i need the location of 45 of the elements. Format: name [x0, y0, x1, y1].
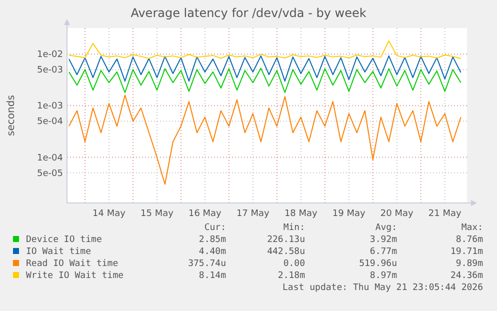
x-tick-label: 21 May	[428, 209, 462, 219]
x-tick-label: 18 May	[284, 209, 318, 219]
legend-label: IO Wait time	[26, 247, 92, 257]
line-series	[68, 40, 462, 60]
chart-title: Average latency for /dev/vda - by week	[130, 6, 366, 20]
y-tick-label: 5e-03	[37, 66, 63, 76]
x-tick-label: 20 May	[380, 209, 414, 219]
text: 375.74u	[188, 259, 226, 269]
y-tick-label: 1e-02	[37, 50, 63, 60]
text: 4.40m	[198, 247, 226, 257]
text: 226.13u	[267, 235, 305, 245]
x-tick-label: 16 May	[188, 209, 222, 219]
line-series	[68, 55, 462, 82]
text: 442.58u	[267, 247, 305, 257]
y-tick-label: 5e-04	[37, 117, 64, 128]
text: 8.76m	[456, 235, 483, 245]
text: 0.00	[283, 259, 305, 269]
text: 6.77m	[370, 247, 397, 257]
text: 24.36m	[450, 271, 483, 281]
text: Avg:	[375, 223, 397, 233]
text: Cur:	[204, 223, 226, 233]
legend-label: Read IO Wait time	[26, 259, 118, 269]
x-tick-label: 19 May	[332, 209, 366, 219]
text: 19.71m	[450, 247, 483, 257]
text: 3.92m	[370, 235, 397, 245]
text: 9.89m	[456, 259, 483, 269]
text: 2.85m	[198, 235, 226, 245]
text: Max:	[461, 223, 483, 233]
legend-label: Write IO Wait time	[26, 271, 124, 281]
line-series	[68, 68, 462, 93]
y-tick-label: 1e-03	[37, 102, 63, 112]
text: Min:	[283, 223, 305, 233]
y-tick-label: 5e-05	[37, 168, 63, 179]
y-axis-title: seconds	[6, 95, 17, 136]
text: 2.18m	[278, 271, 305, 281]
x-tick-label: 15 May	[140, 209, 174, 219]
text: 8.97m	[370, 271, 397, 281]
legend-label: Device IO time	[26, 235, 102, 245]
line-series	[68, 94, 462, 185]
text: 8.14m	[198, 271, 226, 281]
y-tick-label: 1e-04	[37, 153, 64, 164]
x-tick-label: 14 May	[92, 209, 126, 219]
text: 519.96u	[359, 259, 397, 269]
x-tick-label: 17 May	[236, 209, 270, 219]
text: Last update: Thu May 21 23:05:44 2026	[282, 283, 483, 293]
